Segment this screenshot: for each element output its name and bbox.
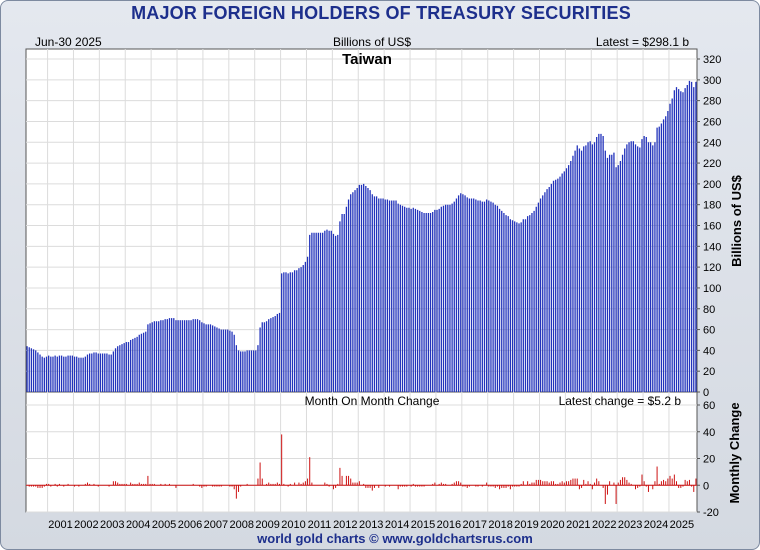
year-tick-label: 2021 [566,519,590,531]
holdings-y-tick-label: 100 [703,283,721,295]
units-label: Billions of US$ [333,35,411,49]
change-y-tick-label: 40 [703,427,715,439]
year-tick-label: 2014 [385,519,409,531]
change-y-tick-label: -20 [703,507,719,519]
year-tick-label: 2012 [333,519,357,531]
year-tick-label: 2006 [178,519,202,531]
year-tick-label: 2017 [463,519,487,531]
year-tick-label: 2015 [411,519,435,531]
year-tick-label: 2001 [48,519,72,531]
year-tick-label: 2007 [204,519,228,531]
year-tick-label: 2025 [670,519,694,531]
latest-change-label: Latest change = $5.2 b [559,394,682,408]
year-tick-label: 2004 [126,519,150,531]
change-plot-area [25,391,698,513]
holdings-bars [26,80,697,392]
year-tick-label: 2024 [644,519,668,531]
year-tick-label: 2019 [514,519,538,531]
holdings-y-ticks: 0 20 40 60 80 100 120 140 160 180 200 220 240 260 280 3… [697,54,721,399]
holdings-y-tick-label: 120 [703,262,721,274]
latest-value-label: Latest = $298.1 b [596,35,689,49]
year-tick-label: 2005 [152,519,176,531]
change-y-tick-label: 60 [703,400,715,412]
change-y-tick-label: 0 [703,480,709,492]
year-tick-label: 2003 [100,519,124,531]
footer-credit: world gold charts © www.goldchartsrus.co… [256,531,533,546]
year-tick-label: 2013 [359,519,383,531]
year-tick-label: 2011 [308,519,332,531]
year-tick-label: 2009 [255,519,279,531]
holdings-y-axis-title: Billions of US$ [729,174,744,267]
year-tick-label: 2010 [281,519,305,531]
holdings-y-tick-label: 220 [703,158,721,170]
holdings-y-tick-label: 60 [703,325,715,337]
holdings-y-tick-label: 300 [703,75,721,87]
year-tick-label: 2022 [592,519,616,531]
year-tick-label: 2016 [437,519,461,531]
holdings-y-tick-label: 160 [703,221,721,233]
change-panel-title: Month On Month Change [305,394,440,408]
year-tick-label: 2020 [540,519,564,531]
year-tick-label: 2018 [488,519,512,531]
change-y-ticks: -20 0 20 40 60 [697,400,719,519]
year-tick-label: 2002 [74,519,98,531]
year-axis: 2001 2002 2003 2004 2005 2006 2007 2008 2009 2010… [48,519,694,531]
date-label: Jun-30 2025 [35,35,102,49]
holdings-y-tick-label: 320 [703,54,721,66]
chart-title: MAJOR FOREIGN HOLDERS OF TREASURY SECURI… [131,3,631,23]
holdings-y-tick-label: 80 [703,304,715,316]
holdings-y-tick-label: 240 [703,137,721,149]
country-title: Taiwan [342,51,392,68]
change-bars [26,434,697,504]
holdings-y-tick-label: 20 [703,366,715,378]
holdings-y-tick-label: 140 [703,241,721,253]
holdings-y-tick-label: 0 [703,387,709,399]
year-tick-label: 2008 [230,519,254,531]
holdings-y-tick-label: 260 [703,116,721,128]
holdings-y-tick-label: 200 [703,179,721,191]
change-y-axis-title: Monthly Change [727,402,742,503]
year-tick-label: 2023 [618,519,642,531]
holdings-y-tick-label: 180 [703,200,721,212]
change-y-tick-label: 20 [703,454,715,466]
holdings-y-tick-label: 40 [703,345,715,357]
holdings-y-tick-label: 280 [703,96,721,108]
